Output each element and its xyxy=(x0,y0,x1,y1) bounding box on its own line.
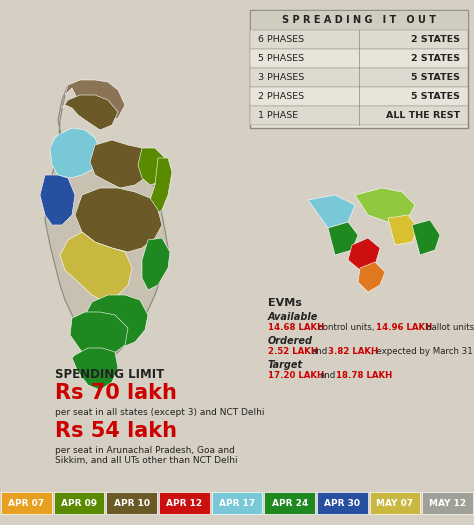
Bar xyxy=(317,492,368,514)
Text: and: and xyxy=(320,371,336,380)
Text: control units,: control units, xyxy=(318,323,374,332)
Text: 18.78 LAKH: 18.78 LAKH xyxy=(336,371,392,380)
Bar xyxy=(250,49,468,68)
Text: 5 STATES: 5 STATES xyxy=(411,73,460,82)
Text: EVMs: EVMs xyxy=(268,298,302,308)
Bar xyxy=(250,10,468,128)
Text: Available: Available xyxy=(268,312,319,322)
Text: S P R E A D I N G   I T   O U T: S P R E A D I N G I T O U T xyxy=(282,15,436,25)
Text: 14.68 LAKH: 14.68 LAKH xyxy=(268,323,324,332)
Text: 2 STATES: 2 STATES xyxy=(411,54,460,63)
Polygon shape xyxy=(142,238,170,290)
Text: per seat in all states (except 3) and NCT Delhi: per seat in all states (except 3) and NC… xyxy=(55,408,264,417)
Text: 5 STATES: 5 STATES xyxy=(411,92,460,101)
Polygon shape xyxy=(348,238,380,270)
Bar xyxy=(54,492,104,514)
Text: APR 10: APR 10 xyxy=(114,499,150,508)
Text: APR 07: APR 07 xyxy=(8,499,45,508)
Text: APR 17: APR 17 xyxy=(219,499,255,508)
Polygon shape xyxy=(60,232,132,302)
Polygon shape xyxy=(50,128,100,178)
Polygon shape xyxy=(40,175,75,225)
Polygon shape xyxy=(412,220,440,255)
Polygon shape xyxy=(328,222,358,255)
Text: Rs 70 lakh: Rs 70 lakh xyxy=(55,383,177,403)
Bar xyxy=(250,68,468,87)
Polygon shape xyxy=(358,262,385,292)
Polygon shape xyxy=(62,95,118,130)
Text: APR 24: APR 24 xyxy=(272,499,308,508)
Text: and: and xyxy=(312,347,328,356)
Text: , expected by March 31: , expected by March 31 xyxy=(371,347,473,356)
Text: MAY 12: MAY 12 xyxy=(429,499,466,508)
Text: Rs 54 lakh: Rs 54 lakh xyxy=(55,421,177,441)
Text: APR 12: APR 12 xyxy=(166,499,202,508)
Bar xyxy=(250,10,468,30)
Text: per seat in Arunachal Pradesh, Goa and
Sikkim, and all UTs other than NCT Delhi: per seat in Arunachal Pradesh, Goa and S… xyxy=(55,446,237,465)
Polygon shape xyxy=(308,195,355,228)
Polygon shape xyxy=(45,85,168,362)
Bar xyxy=(370,492,420,514)
Polygon shape xyxy=(138,148,168,185)
Text: 17.20 LAKH: 17.20 LAKH xyxy=(268,371,324,380)
Bar xyxy=(250,106,468,125)
Text: 2.52 LAKH: 2.52 LAKH xyxy=(268,347,318,356)
Polygon shape xyxy=(85,295,148,348)
Text: 2 STATES: 2 STATES xyxy=(411,35,460,44)
Text: 14.96 LAKH: 14.96 LAKH xyxy=(376,323,432,332)
Text: 2 PHASES: 2 PHASES xyxy=(258,92,304,101)
Text: Ordered: Ordered xyxy=(268,336,313,346)
Text: 1 PHASE: 1 PHASE xyxy=(258,111,298,120)
Polygon shape xyxy=(90,140,152,188)
Text: Target: Target xyxy=(268,360,303,370)
Bar xyxy=(1,492,52,514)
Polygon shape xyxy=(355,188,415,222)
Polygon shape xyxy=(65,80,125,120)
Bar xyxy=(422,492,473,514)
Bar xyxy=(250,30,468,49)
Polygon shape xyxy=(72,348,118,390)
Text: 6 PHASES: 6 PHASES xyxy=(258,35,304,44)
Text: 5 PHASES: 5 PHASES xyxy=(258,54,304,63)
Bar xyxy=(264,492,315,514)
Text: APR 09: APR 09 xyxy=(61,499,97,508)
Text: SPENDING LIMIT: SPENDING LIMIT xyxy=(55,368,164,381)
Polygon shape xyxy=(150,158,172,215)
Bar xyxy=(212,492,262,514)
Text: 3 PHASES: 3 PHASES xyxy=(258,73,304,82)
Bar xyxy=(250,87,468,106)
Text: ballot units: ballot units xyxy=(426,323,474,332)
Text: ALL THE REST: ALL THE REST xyxy=(386,111,460,120)
Polygon shape xyxy=(70,312,128,360)
Bar xyxy=(159,492,210,514)
Text: 3.82 LAKH: 3.82 LAKH xyxy=(328,347,378,356)
Polygon shape xyxy=(75,188,162,252)
Text: MAY 07: MAY 07 xyxy=(376,499,413,508)
Bar xyxy=(106,492,157,514)
Polygon shape xyxy=(388,215,418,245)
Text: APR 30: APR 30 xyxy=(324,499,360,508)
